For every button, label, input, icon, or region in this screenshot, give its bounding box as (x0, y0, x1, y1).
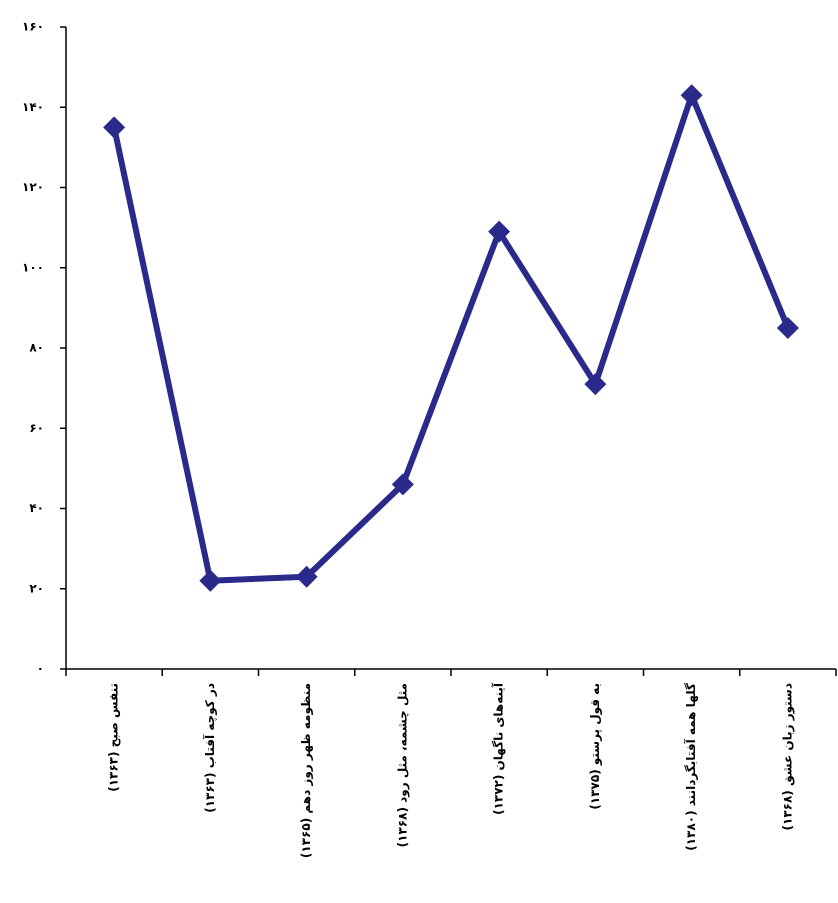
marker (681, 84, 703, 106)
x-tick-label: به قول پرستو (۱۳۷۵) (588, 683, 603, 810)
x-tick-label: منظومه ظهر روز دهم (۱۳۶۵) (299, 683, 314, 858)
y-tick-label: ۱۰۰ (22, 260, 44, 274)
y-tick-label: ۱۲۰ (22, 180, 44, 194)
y-tick-label: ۶۰ (29, 421, 44, 435)
x-tick-label: آینه‌های ناگهان (۱۳۷۲) (491, 682, 506, 815)
marker (199, 570, 221, 592)
y-tick-label: ۲۰ (29, 581, 44, 595)
line (114, 95, 788, 581)
x-tick-label: در کوچه آفتاب (۱۳۶۳) (202, 683, 218, 813)
x-tick-label: گلها همه آفتابگردانند (۱۳۸۰) (683, 683, 698, 851)
y-tick-label: ۸۰ (29, 341, 44, 355)
y-tick-label: ۱۴۰ (22, 100, 44, 114)
x-tick-label: مثل چشمه، مثل رود (۱۳۶۸) (395, 683, 410, 847)
chart: ۰ ۲۰ ۴۰ ۶۰ ۸۰ ۱۰۰ ۱۲۰ ۱۴۰ ۱۶۰ تنفس صبح (۱۳۶۳) در ک… (0, 0, 838, 899)
y-tick-label: ۴۰ (29, 501, 44, 515)
marker (103, 116, 125, 138)
marker (777, 317, 799, 339)
x-tick-label: تنفس صبح (۱۳۶۳) (107, 683, 121, 792)
x-tick-label: دستور زبان عشق (۱۳۶۸) (780, 683, 795, 830)
y-tick-label: ۱۶۰ (22, 20, 44, 34)
y-tick-label: ۰ (37, 662, 44, 676)
